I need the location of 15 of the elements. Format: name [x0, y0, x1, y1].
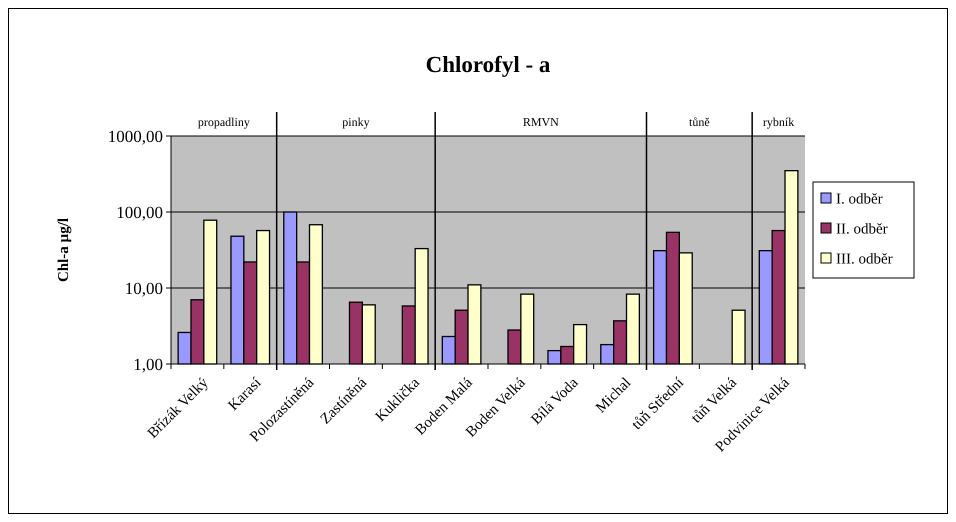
text: propadliny: [198, 115, 250, 129]
y-tick-label: 1,00: [133, 354, 163, 374]
x-tick-label: Bílá Voda: [528, 374, 582, 428]
y-tick-label: 1000,00: [108, 126, 163, 146]
y-tick-label: 10,00: [124, 278, 163, 298]
text: pinky: [342, 115, 370, 129]
text: RMVN: [522, 115, 560, 129]
y-axis-title: Chl-a µg/l: [56, 218, 72, 282]
chart-title: Chlorofyl - a: [426, 52, 551, 77]
y-tick-label: 100,00: [116, 202, 163, 222]
legend-label: III. odběr: [836, 251, 893, 268]
legend-label: II. odběr: [836, 221, 888, 238]
text: tůně: [688, 115, 710, 129]
text: rybník: [762, 115, 794, 129]
legend-label: I. odběr: [836, 191, 883, 208]
